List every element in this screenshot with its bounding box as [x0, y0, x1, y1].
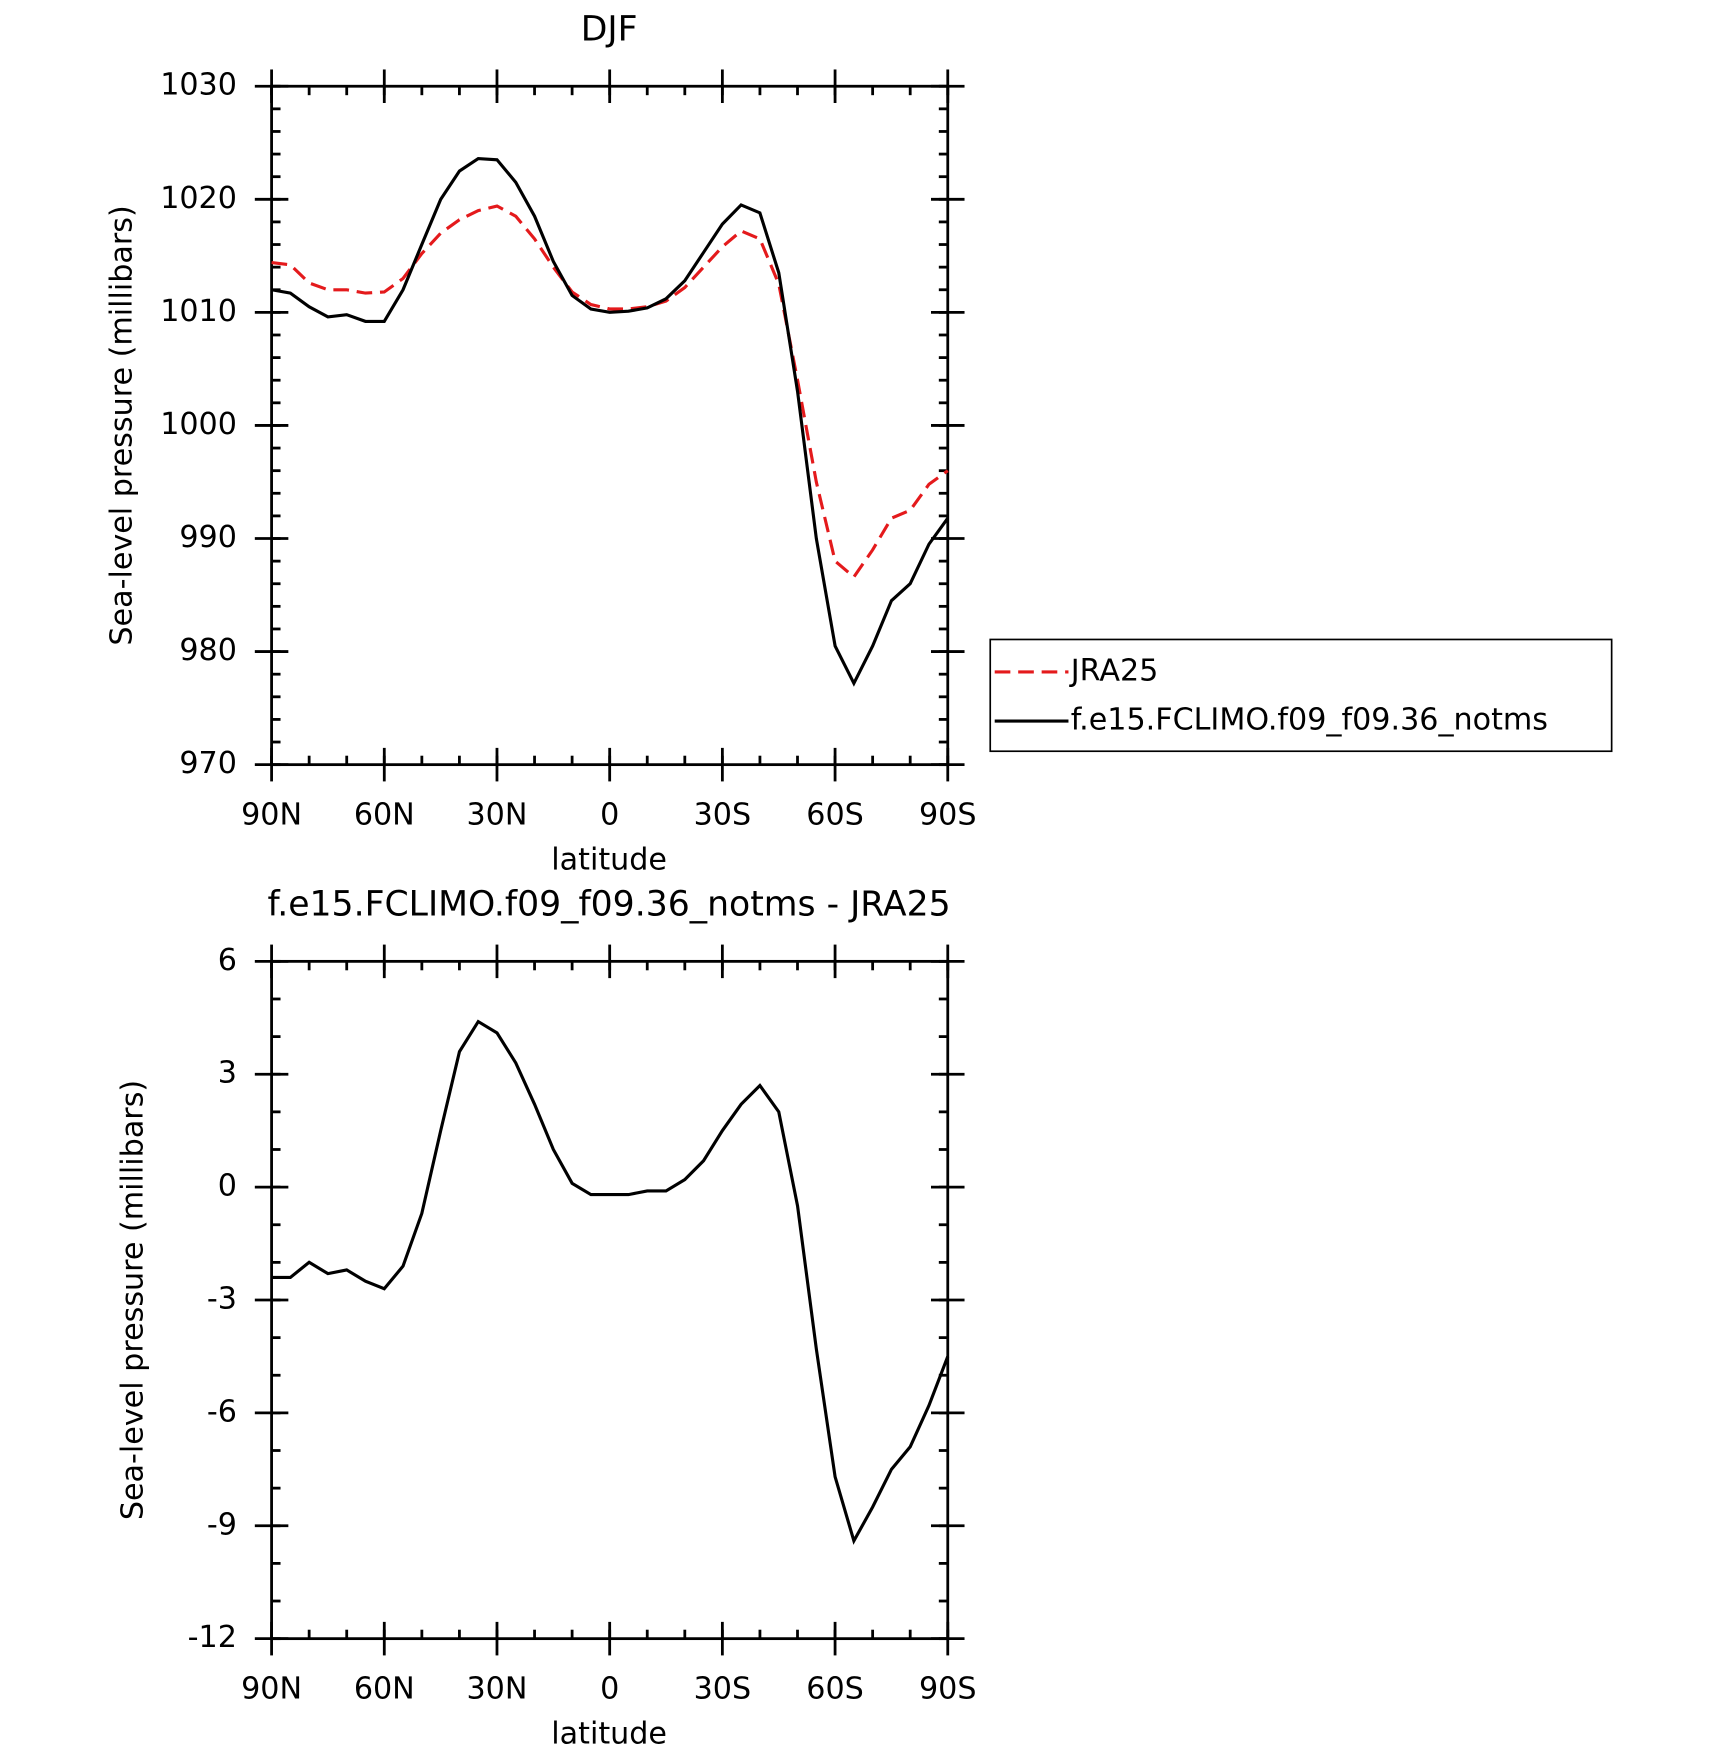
y-axis-label: Sea-level pressure (millibars)	[104, 205, 139, 645]
y-tick-label: 970	[179, 746, 237, 781]
x-tick-label: 30N	[467, 798, 528, 833]
x-tick-label: 60S	[806, 798, 864, 833]
y-tick-label: -9	[207, 1507, 237, 1542]
x-axis-label: latitude	[551, 1716, 667, 1745]
y-tick-label: 1000	[160, 407, 237, 442]
x-tick-label: 60S	[806, 1672, 864, 1707]
y-tick-label: 1010	[160, 294, 237, 329]
chart-title: DJF	[581, 9, 638, 49]
legend-label: f.e15.FCLIMO.f09_f09.36_notms	[1071, 703, 1548, 738]
plot-frame	[270, 84, 950, 767]
x-tick-label: 90N	[241, 1672, 302, 1707]
x-tick-label: 90S	[919, 798, 977, 833]
legend-box	[989, 638, 1613, 753]
y-tick-label: -12	[188, 1620, 237, 1655]
x-tick-label: 0	[600, 1672, 619, 1707]
legend: JRA25 f.e15.FCLIMO.f09_f09.36_notms	[989, 638, 1613, 753]
y-tick-label: 990	[179, 520, 237, 555]
y-tick-label: -3	[207, 1281, 237, 1316]
y-tick-label: 980	[179, 633, 237, 668]
series-line	[271, 204, 949, 580]
x-tick-label: 90S	[919, 1672, 977, 1707]
series-line	[271, 156, 950, 687]
y-tick-label: 3	[218, 1056, 237, 1091]
y-tick-label: 1020	[160, 181, 237, 216]
x-tick-label: 30N	[467, 1672, 528, 1707]
series-line	[271, 1019, 950, 1545]
y-axis-label: Sea-level pressure (millibars)	[116, 1080, 151, 1520]
y-tick-label: 1030	[160, 68, 237, 103]
y-tick-label: 6	[218, 943, 237, 978]
y-tick-label: 0	[218, 1169, 237, 1204]
y-tick-label: -6	[207, 1394, 237, 1429]
x-tick-label: 60N	[354, 1672, 415, 1707]
x-axis-label: latitude	[551, 842, 667, 877]
x-tick-label: 0	[600, 798, 619, 833]
plot-frame	[270, 959, 950, 1641]
x-tick-label: 90N	[241, 798, 302, 833]
legend-label: JRA25	[1069, 653, 1159, 688]
x-tick-label: 30S	[694, 1672, 752, 1707]
chart-title: f.e15.FCLIMO.f09_f09.36_notms - JRA25	[268, 884, 951, 924]
x-tick-label: 60N	[354, 798, 415, 833]
x-tick-label: 30S	[694, 798, 752, 833]
